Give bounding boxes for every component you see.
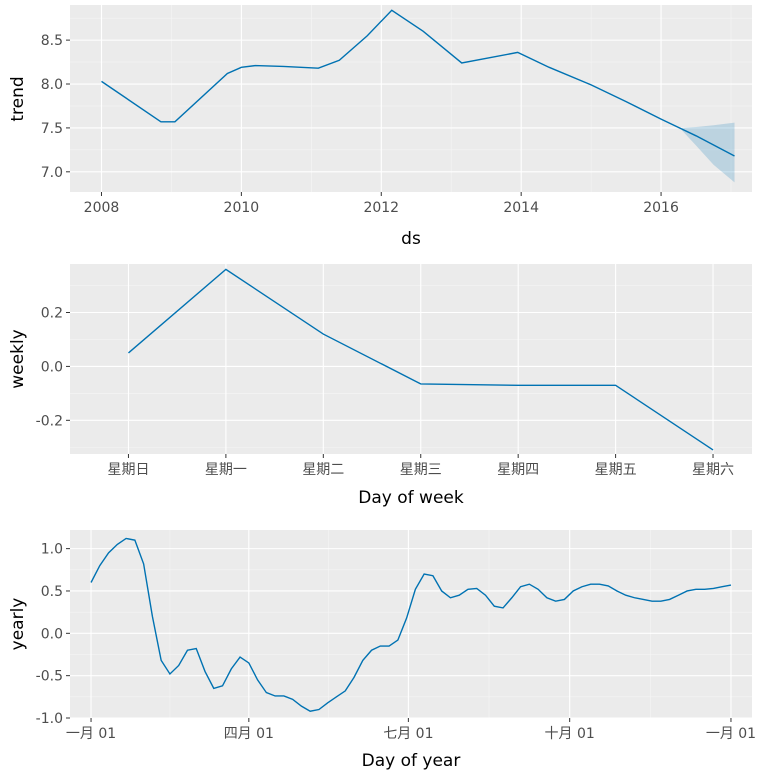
y-tick-label: 1.0 — [41, 542, 63, 558]
x-tick-label: 星期三 — [400, 462, 442, 478]
y-tick-label: -0.5 — [36, 669, 63, 685]
trend-gridlines — [70, 5, 752, 192]
y-tick-label: 0.0 — [41, 626, 63, 642]
x-tick-label: 星期一 — [205, 462, 247, 478]
trend-x-axis-title: ds — [401, 229, 421, 249]
trend-panel: 7.0 7.5 8.0 8.5 2008 2010 2012 2014 2016 ds tren… — [8, 5, 752, 249]
y-tick-label: 8.0 — [41, 77, 63, 93]
x-tick-label: 2014 — [503, 200, 539, 216]
x-tick-label: 星期四 — [497, 462, 539, 478]
x-tick-label: 2010 — [224, 200, 260, 216]
x-tick-label: 星期日 — [107, 462, 149, 478]
y-tick-label: 7.5 — [41, 121, 63, 137]
x-tick-label: 十月 01 — [545, 726, 595, 742]
yearly-x-axis-title: Day of year — [362, 751, 461, 771]
weekly-y-axis-title: weekly — [8, 329, 28, 388]
yearly-y-axis-title: yearly — [8, 598, 28, 651]
yearly-gridlines — [70, 530, 752, 719]
x-tick-label: 2012 — [363, 200, 399, 216]
y-tick-label: -1.0 — [36, 711, 63, 727]
weekly-gridlines — [70, 264, 752, 454]
yearly-line — [90, 537, 732, 712]
x-tick-label: 七月 01 — [383, 726, 433, 742]
x-tick-label: 星期五 — [595, 462, 637, 478]
weekly-line — [128, 268, 714, 451]
trend-axis-ticks: 7.0 7.5 8.0 8.5 2008 2010 2012 2014 2016 — [41, 33, 679, 216]
weekly-panel-background — [70, 264, 752, 454]
trend-y-axis-title: trend — [8, 76, 28, 121]
trend-uncertainty-band — [682, 122, 735, 183]
weekly-panel: -0.2 0.0 0.2 星期日 星期一 星期二 星期三 星期四 星期五 星期六 Day of w… — [8, 264, 752, 508]
x-tick-label: 2008 — [84, 200, 120, 216]
trend-panel-background — [70, 5, 752, 192]
x-tick-label: 四月 01 — [224, 726, 274, 742]
y-tick-label: 0.5 — [41, 584, 63, 600]
weekly-axis-ticks: -0.2 0.0 0.2 星期日 星期一 星期二 星期三 星期四 星期五 星期六 — [36, 306, 734, 478]
yearly-panel-background — [70, 530, 752, 718]
yearly-panel: -1.0 -0.5 0.0 0.5 1.0 一月 01 四月 01 七月 01 十月 01 一月 … — [8, 530, 756, 771]
trend-line — [101, 9, 735, 157]
x-tick-label: 一月 01 — [706, 726, 756, 742]
y-tick-label: -0.2 — [36, 413, 63, 429]
x-tick-label: 2016 — [643, 200, 679, 216]
x-tick-label: 星期六 — [692, 462, 734, 478]
y-tick-label: 0.0 — [41, 359, 63, 375]
y-tick-label: 7.0 — [41, 165, 63, 181]
x-tick-label: 一月 01 — [66, 726, 116, 742]
y-tick-label: 8.5 — [41, 33, 63, 49]
x-tick-label: 星期二 — [302, 462, 344, 478]
weekly-x-axis-title: Day of week — [358, 488, 464, 508]
yearly-axis-ticks: -1.0 -0.5 0.0 0.5 1.0 一月 01 四月 01 七月 01 十月 01 一月 … — [36, 542, 756, 742]
y-tick-label: 0.2 — [41, 306, 63, 322]
